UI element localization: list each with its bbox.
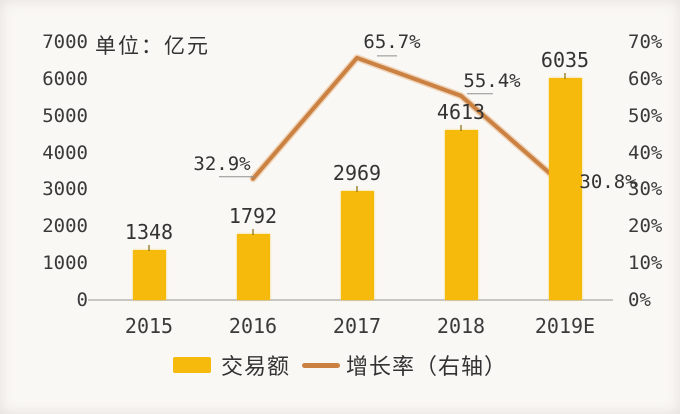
bar-value-label-2017: 2969: [332, 160, 382, 185]
right-axis-tick-0%: 0%: [628, 289, 651, 311]
legend-bar-label: 交易额: [221, 355, 291, 380]
left-axis-tick-2000: 2000: [42, 215, 88, 238]
bar-top-tick-2015: [148, 245, 150, 252]
bar-top-tick-2018: [460, 124, 462, 131]
x-axis-label-2018: 2018: [436, 314, 486, 338]
bar-top-tick-2019E: [564, 72, 566, 79]
right-axis-tick-30%: 30%: [628, 178, 663, 201]
legend-line-swatch: [302, 362, 341, 368]
bar-2015: [132, 250, 166, 300]
bar-2016: [236, 233, 270, 300]
left-axis-tick-3000: 3000: [42, 178, 88, 201]
growth-point-label-2018: 55.4%: [463, 69, 521, 92]
x-axis-label-2015: 2015: [124, 314, 174, 338]
right-axis-tick-50%: 50%: [628, 104, 663, 127]
right-axis-tick-60%: 60%: [628, 67, 663, 90]
legend: 交易额 增长率（右轴）: [173, 352, 508, 380]
x-axis-label-2016: 2016: [228, 314, 278, 338]
bar-value-label-2018: 4613: [436, 99, 486, 124]
right-axis-tick-20%: 20%: [628, 215, 663, 238]
legend-bar-swatch: [173, 357, 211, 373]
left-axis-tick-4000: 4000: [42, 141, 88, 164]
unit-label: 单位：亿元: [95, 34, 210, 58]
bar-value-label-2016: 1792: [228, 203, 278, 228]
left-axis-tick-5000: 5000: [42, 104, 88, 127]
bar-value-label-2019E: 6035: [540, 47, 590, 72]
right-axis-tick-10%: 10%: [628, 252, 663, 275]
x-axis-label-2019E: 2019E: [534, 314, 596, 338]
growth-point-label-2019E: 30.8%: [579, 171, 637, 194]
legend-line-label: 增长率（右轴）: [346, 355, 508, 380]
bar-2019E: [548, 77, 582, 300]
left-axis-tick-7000: 7000: [42, 31, 88, 53]
x-axis-label-2017: 2017: [332, 314, 382, 338]
bar-2018: [444, 129, 478, 300]
bar-2017: [340, 190, 374, 300]
bar-top-tick-2017: [356, 185, 358, 192]
right-axis-tick-40%: 40%: [628, 141, 663, 164]
left-axis-tick-6000: 6000: [42, 67, 88, 90]
growth-point-label-2017: 65.7%: [363, 30, 421, 53]
growth-point-label-2016: 32.9%: [193, 152, 251, 175]
bar-value-label-2015: 1348: [124, 220, 174, 245]
right-axis-tick-70%: 70%: [628, 31, 663, 53]
left-axis-tick-0: 0: [76, 289, 88, 311]
bar-top-tick-2016: [252, 228, 254, 235]
left-axis-tick-1000: 1000: [42, 252, 88, 275]
x-axis-line: [88, 299, 613, 301]
